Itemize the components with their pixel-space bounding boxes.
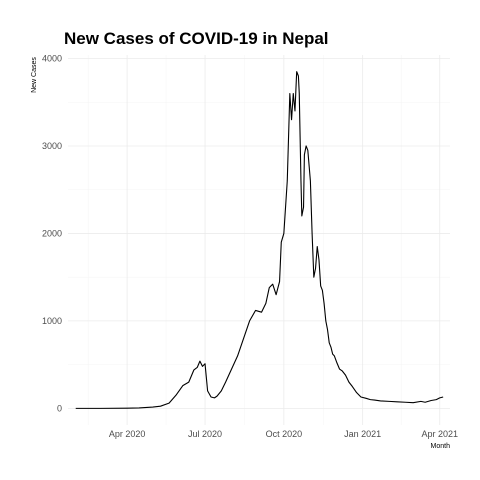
y-axis-title: New Cases <box>31 57 38 93</box>
grid <box>68 55 450 425</box>
x-tick-label: Jan 2021 <box>344 429 381 439</box>
series-line-new-cases <box>76 72 443 409</box>
x-tick-label: Apr 2021 <box>421 429 458 439</box>
y-tick-label: 0 <box>57 403 62 413</box>
x-axis-title: Month <box>431 443 451 450</box>
x-tick-label: Oct 2020 <box>266 429 303 439</box>
y-tick-label: 1000 <box>42 316 62 326</box>
chart-title: New Cases of COVID-19 in Nepal <box>64 29 329 48</box>
y-tick-label: 3000 <box>42 141 62 151</box>
x-tick-label: Jul 2020 <box>188 429 222 439</box>
x-tick-label: Apr 2020 <box>109 429 146 439</box>
x-axis: Apr 2020 Jul 2020 Oct 2020 Jan 2021 Apr 2021 <box>109 429 458 439</box>
y-tick-label: 4000 <box>42 53 62 63</box>
y-tick-label: 2000 <box>42 228 62 238</box>
y-axis: 0 1000 2000 3000 4000 <box>42 53 62 413</box>
